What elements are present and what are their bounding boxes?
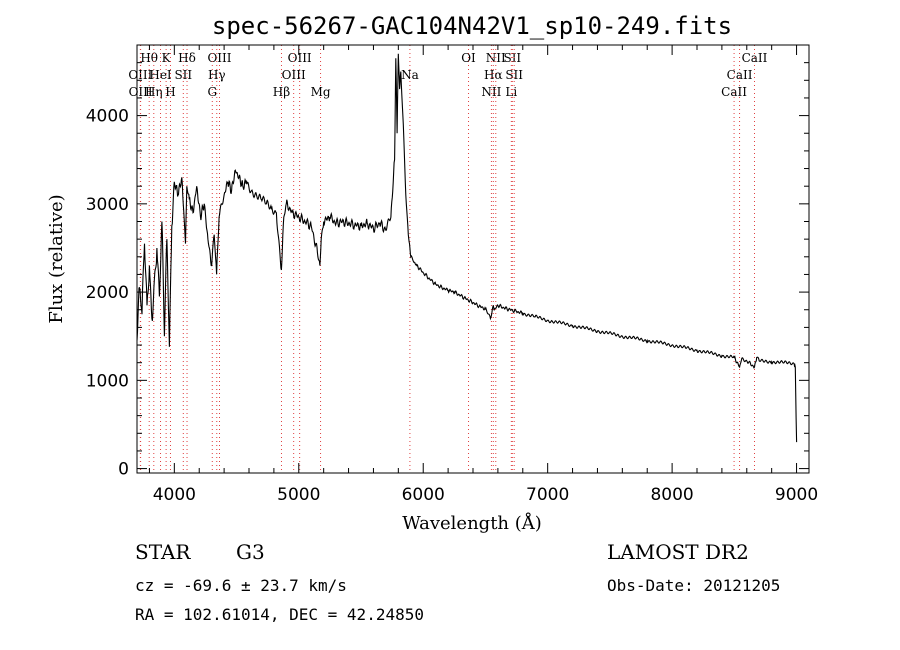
survey-name: LAMOST DR2 <box>607 540 749 564</box>
x-tick-label: 4000 <box>153 485 196 505</box>
line-label: Hθ <box>140 51 158 65</box>
line-label: OIII <box>207 51 231 65</box>
line-label: CaII <box>727 68 753 82</box>
object-type: STAR <box>135 540 191 564</box>
line-label: G <box>207 85 217 99</box>
line-label: OIII <box>129 85 153 99</box>
obs-date: Obs-Date: 20121205 <box>607 576 781 595</box>
line-label: OIII <box>128 68 152 82</box>
line-label: CaII <box>721 85 747 99</box>
line-label: Na <box>401 68 419 82</box>
line-label: OIII <box>282 68 306 82</box>
line-label: K <box>162 51 172 65</box>
y-tick-label: 3000 <box>86 195 129 215</box>
line-label: NII <box>486 51 506 65</box>
line-label: SII <box>505 68 523 82</box>
y-tick-label: 1000 <box>86 371 129 391</box>
y-axis-label: Flux (relative) <box>46 194 67 323</box>
line-label: Li <box>505 85 517 99</box>
line-label: Hγ <box>208 68 226 82</box>
x-tick-label: 5000 <box>277 485 320 505</box>
line-label: Hδ <box>178 51 196 65</box>
y-tick-label: 2000 <box>86 283 129 303</box>
x-tick-label: 9000 <box>775 485 818 505</box>
x-axis-label: Wavelength (Å) <box>402 512 542 534</box>
line-label: CaII <box>742 51 768 65</box>
x-tick-label: 7000 <box>526 485 569 505</box>
line-label: OIII <box>288 51 312 65</box>
x-tick-label: 6000 <box>402 485 445 505</box>
x-tick-label: 8000 <box>650 485 693 505</box>
line-label: NII <box>481 85 501 99</box>
line-label: SII <box>174 68 192 82</box>
axis-ticks: 4000 5000 6000 7000 8000 9000 0 1000 2000 3000 400… <box>86 45 818 505</box>
coordinates-info: RA = 102.61014, DEC = 42.24850 <box>135 605 424 624</box>
line-label: Hη <box>145 85 163 99</box>
line-label: Mg <box>311 85 331 99</box>
redshift-info: cz = -69.6 ± 23.7 km/s <box>135 576 347 595</box>
line-label: Hα <box>484 68 503 82</box>
chart-title: spec-56267-GAC104N42V1_sp10-249.fits <box>212 12 732 40</box>
y-tick-label: 0 <box>118 460 129 480</box>
line-label: HeI <box>149 68 172 82</box>
spectrum-line <box>136 53 798 443</box>
line-label: OI <box>461 51 476 65</box>
line-label: Hβ <box>273 85 290 99</box>
y-tick-label: 4000 <box>86 107 129 127</box>
plot-frame <box>136 44 810 474</box>
subclass: G3 <box>236 540 265 564</box>
line-label: SII <box>503 51 521 65</box>
line-label: H <box>165 85 175 99</box>
